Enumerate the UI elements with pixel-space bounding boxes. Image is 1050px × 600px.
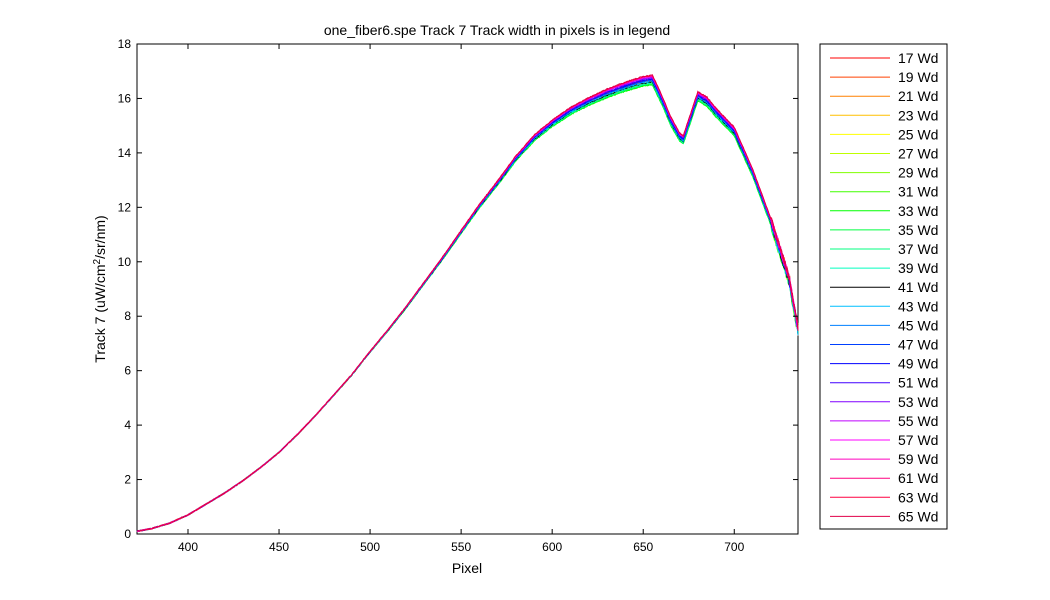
legend-label: 33 Wd (898, 203, 938, 219)
legend-label: 27 Wd (898, 146, 938, 162)
y-axis-title: Track 7 (uW/cm2/sr/nm) (92, 215, 108, 362)
y-axis-title-tail: /sr/nm) (92, 215, 108, 259)
legend-label: 41 Wd (898, 279, 938, 295)
legend-label: 65 Wd (898, 508, 938, 524)
y-tick-label: 16 (118, 91, 132, 105)
plot-frame (136, 43, 799, 535)
x-axis-ticks: 400 450 500 550 600 650 700 (178, 44, 745, 554)
y-tick-label: 2 (124, 473, 131, 487)
y-tick-label: 8 (124, 309, 131, 323)
legend-label: 51 Wd (898, 375, 938, 391)
legend-label: 37 Wd (898, 241, 938, 257)
x-tick-label: 500 (360, 540, 380, 554)
legend-label: 57 Wd (898, 432, 938, 448)
x-tick-label: 650 (633, 540, 653, 554)
legend-label: 63 Wd (898, 489, 938, 505)
legend-label: 29 Wd (898, 165, 938, 181)
legend-label: 43 Wd (898, 298, 938, 314)
y-tick-label: 14 (118, 146, 132, 160)
y-tick-label: 0 (124, 527, 131, 541)
y-tick-label: 18 (118, 37, 132, 51)
legend-label: 59 Wd (898, 451, 938, 467)
legend-items: 17 Wd 19 Wd 21 Wd 23 Wd 25 Wd 27 Wd 29 Wd 31 Wd… (830, 50, 938, 524)
y-tick-label: 6 (124, 364, 131, 378)
series-lines (136, 74, 799, 533)
x-tick-label: 550 (451, 540, 471, 554)
legend-label: 17 Wd (898, 50, 938, 66)
x-tick-label: 450 (269, 540, 289, 554)
legend-label: 53 Wd (898, 394, 938, 410)
legend-frame (819, 43, 948, 530)
legend-label: 47 Wd (898, 337, 938, 353)
legend-label: 45 Wd (898, 317, 938, 333)
x-tick-label: 400 (178, 540, 198, 554)
y-tick-label: 12 (118, 200, 132, 214)
y-axis-title-superscript: 2 (92, 258, 103, 264)
chart-title: one_fiber6.spe Track 7 Track width in pi… (324, 22, 670, 38)
legend-label: 39 Wd (898, 260, 938, 276)
legend-label: 35 Wd (898, 222, 938, 238)
legend-label: 31 Wd (898, 184, 938, 200)
y-tick-label: 10 (118, 255, 132, 269)
plot-area: 400 450 500 550 600 650 700 0 2 4 6 8 10 12 14 16 18 (118, 37, 799, 554)
y-tick-label: 4 (124, 418, 131, 432)
x-tick-label: 600 (542, 540, 562, 554)
legend-label: 25 Wd (898, 126, 938, 142)
series-line (136, 74, 799, 532)
x-axis-title: Pixel (452, 560, 482, 576)
legend-label: 61 Wd (898, 470, 938, 486)
legend-label: 49 Wd (898, 356, 938, 372)
legend-label: 55 Wd (898, 413, 938, 429)
legend-label: 19 Wd (898, 69, 938, 85)
legend-label: 23 Wd (898, 107, 938, 123)
legend-label: 21 Wd (898, 88, 938, 104)
y-axis-title-main: Track 7 (uW/cm (92, 264, 108, 362)
y-axis-ticks: 0 2 4 6 8 10 12 14 16 18 (118, 37, 798, 541)
x-tick-label: 700 (724, 540, 744, 554)
legend: 17 Wd 19 Wd 21 Wd 23 Wd 25 Wd 27 Wd 29 Wd 31 Wd… (819, 43, 948, 530)
